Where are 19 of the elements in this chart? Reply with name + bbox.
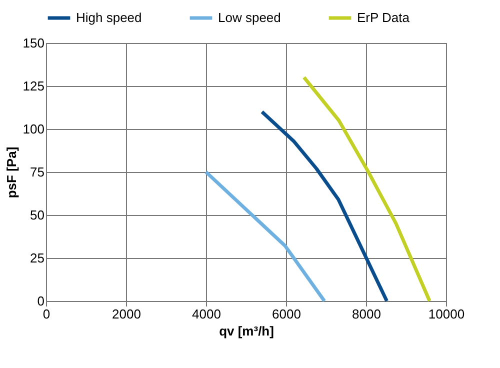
x-tick-label: 2000 (112, 306, 141, 322)
legend-label: High speed (76, 10, 142, 25)
y-tick-label: 25 (30, 250, 44, 266)
y-tick-label: 125 (22, 78, 44, 94)
x-tick-label: 4000 (192, 306, 221, 322)
y-tick-label: 150 (22, 36, 44, 50)
x-tick-label: 6000 (272, 306, 301, 322)
legend-label: Low speed (218, 10, 281, 25)
x-axis-title: qv [m³/h] (219, 324, 274, 338)
x-tick-label: 8000 (352, 306, 381, 322)
line-series (302, 76, 432, 303)
legend-label: ErP Data (357, 10, 410, 25)
y-axis-title: psF [Pa] (4, 146, 19, 198)
y-tick-label: 100 (22, 122, 44, 136)
y-tick-label: 75 (30, 164, 44, 180)
y-tick-label: 50 (30, 208, 44, 222)
line-series (260, 110, 389, 303)
y-tick-label: 0 (37, 294, 44, 308)
x-tick-label: 10000 (428, 306, 465, 322)
